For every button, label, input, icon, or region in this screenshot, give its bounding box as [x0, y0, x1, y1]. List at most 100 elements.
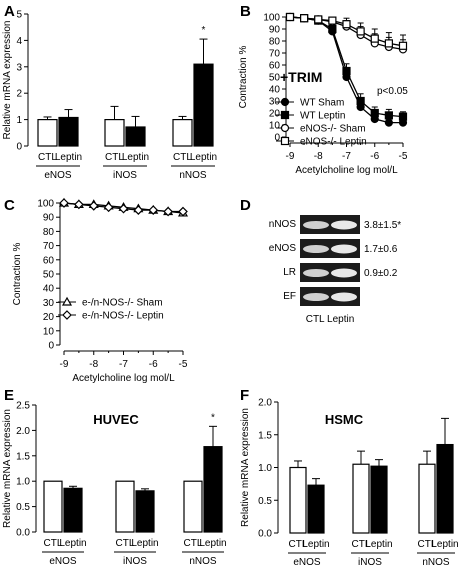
- d-gene-label: EF: [283, 291, 296, 302]
- b-data-point: [342, 66, 351, 76]
- b-data-point: [342, 20, 351, 29]
- a-bar: [125, 126, 146, 147]
- c-y-tick-label: 30: [43, 298, 55, 309]
- a-y-tick-label: 5: [16, 10, 22, 21]
- d-gel-band-ctl: [303, 293, 329, 301]
- a-bar-label: CTL: [173, 152, 192, 163]
- e-group-label: eNOS: [49, 556, 77, 567]
- c-x-tick-label: -8: [89, 359, 98, 370]
- d-gene-label: nNOS: [269, 219, 297, 230]
- c-data-point: [148, 205, 159, 215]
- d-gel-band-leptin: [331, 292, 357, 302]
- b-y-tick-label: 30: [269, 97, 281, 108]
- e-y-tick-label: 0.0: [16, 528, 30, 539]
- e-group-label: iNOS: [123, 556, 147, 567]
- panel-letter-d: D: [240, 197, 251, 214]
- e-bar: [43, 480, 63, 533]
- a-y-tick-label: 3: [16, 62, 22, 73]
- b-y-tick-label: 10: [269, 121, 281, 132]
- c-legend-marker: [62, 310, 72, 320]
- b-y-tick-label: 50: [269, 73, 281, 84]
- f-bar-label: CTL: [289, 539, 308, 550]
- b-y-axis-label: Contraction %: [238, 45, 249, 108]
- a-group-label: iNOS: [113, 170, 137, 181]
- f-bar-label: Leptin: [431, 539, 458, 550]
- c-y-axis-label: Contraction %: [12, 242, 23, 305]
- a-y-tick-label: 1: [16, 115, 22, 126]
- b-y-tick-label: 100: [263, 13, 280, 24]
- b-data-point: [356, 27, 365, 36]
- c-data-point: [74, 199, 84, 210]
- b-x-tick-label: -7: [342, 151, 351, 162]
- b-legend-marker: [280, 110, 290, 120]
- b-legend-marker: [280, 136, 290, 146]
- a-bar: [104, 118, 125, 147]
- f-y-tick-label: 1.0: [258, 463, 272, 474]
- c-x-tick-label: -6: [149, 359, 158, 370]
- f-group-label: eNOS: [293, 557, 321, 568]
- d-ratio-value: 1.7±0.6: [364, 244, 398, 255]
- a-significance-mark: *: [202, 25, 206, 36]
- a-group-label: nNOS: [179, 170, 207, 181]
- b-y-tick-label: 0: [274, 133, 280, 144]
- panel-letter-e: E: [4, 387, 14, 404]
- b-x-axis-label: Acetylcholine log mol/L: [295, 165, 398, 176]
- d-gene-label: LR: [283, 267, 296, 278]
- c-legend-label: e-/n-NOS-/- Leptin: [82, 311, 164, 322]
- e-y-tick-label: 2.5: [16, 401, 30, 412]
- b-data-point: [328, 16, 337, 25]
- e-bar-label: Leptin: [199, 538, 226, 549]
- b-x-tick-label: -9: [286, 151, 295, 162]
- d-gene-label: eNOS: [269, 243, 297, 254]
- a-bar-label: Leptin: [122, 152, 149, 163]
- e-y-tick-label: 1.0: [16, 477, 30, 488]
- d-gel-band-ctl: [303, 245, 329, 253]
- panel-letter-b: B: [240, 3, 251, 20]
- c-legend-label: e-/n-NOS-/- Sham: [82, 298, 163, 309]
- c-y-tick-label: 100: [37, 199, 54, 210]
- panel-letter-c: C: [4, 197, 15, 214]
- b-data-point: [314, 15, 323, 24]
- d-gel-band-leptin: [331, 220, 357, 230]
- c-data-point: [59, 198, 69, 208]
- c-y-tick-label: 80: [43, 227, 55, 238]
- e-bar-label: Leptin: [131, 538, 158, 549]
- e-y-tick-label: 0.5: [16, 502, 30, 513]
- d-gel-band-ctl: [303, 269, 329, 277]
- b-data-point: [384, 118, 393, 127]
- b-inset-title: +TRIM: [280, 69, 322, 85]
- b-legend-label: eNOS-/- Leptin: [300, 137, 367, 148]
- b-y-tick-label: 90: [269, 25, 281, 36]
- b-data-point: [370, 108, 379, 118]
- a-y-axis-label: Relative mRNA expression: [2, 21, 13, 140]
- c-y-tick-label: 70: [43, 241, 55, 252]
- b-data-point: [384, 39, 393, 48]
- c-x-tick-label: -7: [119, 359, 128, 370]
- c-y-tick-label: 50: [43, 270, 55, 281]
- b-y-tick-label: 20: [269, 109, 281, 120]
- e-bar-label: CTL: [44, 538, 63, 549]
- e-bar: [183, 480, 203, 533]
- c-y-tick-label: 60: [43, 255, 55, 266]
- b-legend-label: WT Leptin: [300, 111, 345, 122]
- c-y-tick-label: 10: [43, 326, 55, 337]
- f-bar: [289, 466, 307, 534]
- a-bar: [58, 116, 79, 147]
- d-gel-band-leptin: [331, 268, 357, 278]
- b-data-point: [285, 12, 295, 22]
- f-group-label: nNOS: [422, 557, 450, 568]
- a-bar-label: CTL: [38, 152, 57, 163]
- b-y-tick-label: 70: [269, 49, 281, 60]
- c-x-tick-label: -9: [60, 359, 69, 370]
- e-y-tick-label: 1.5: [16, 451, 30, 462]
- d-ratio-value: 0.9±0.2: [364, 268, 398, 279]
- f-y-tick-label: 2.0: [258, 398, 272, 409]
- c-x-tick-label: -5: [179, 359, 188, 370]
- b-data-point: [370, 34, 379, 43]
- a-group-label: eNOS: [44, 170, 72, 181]
- e-bar: [203, 446, 223, 533]
- e-bar-label: CTL: [116, 538, 135, 549]
- c-data-point: [133, 205, 144, 215]
- a-bar: [37, 118, 58, 147]
